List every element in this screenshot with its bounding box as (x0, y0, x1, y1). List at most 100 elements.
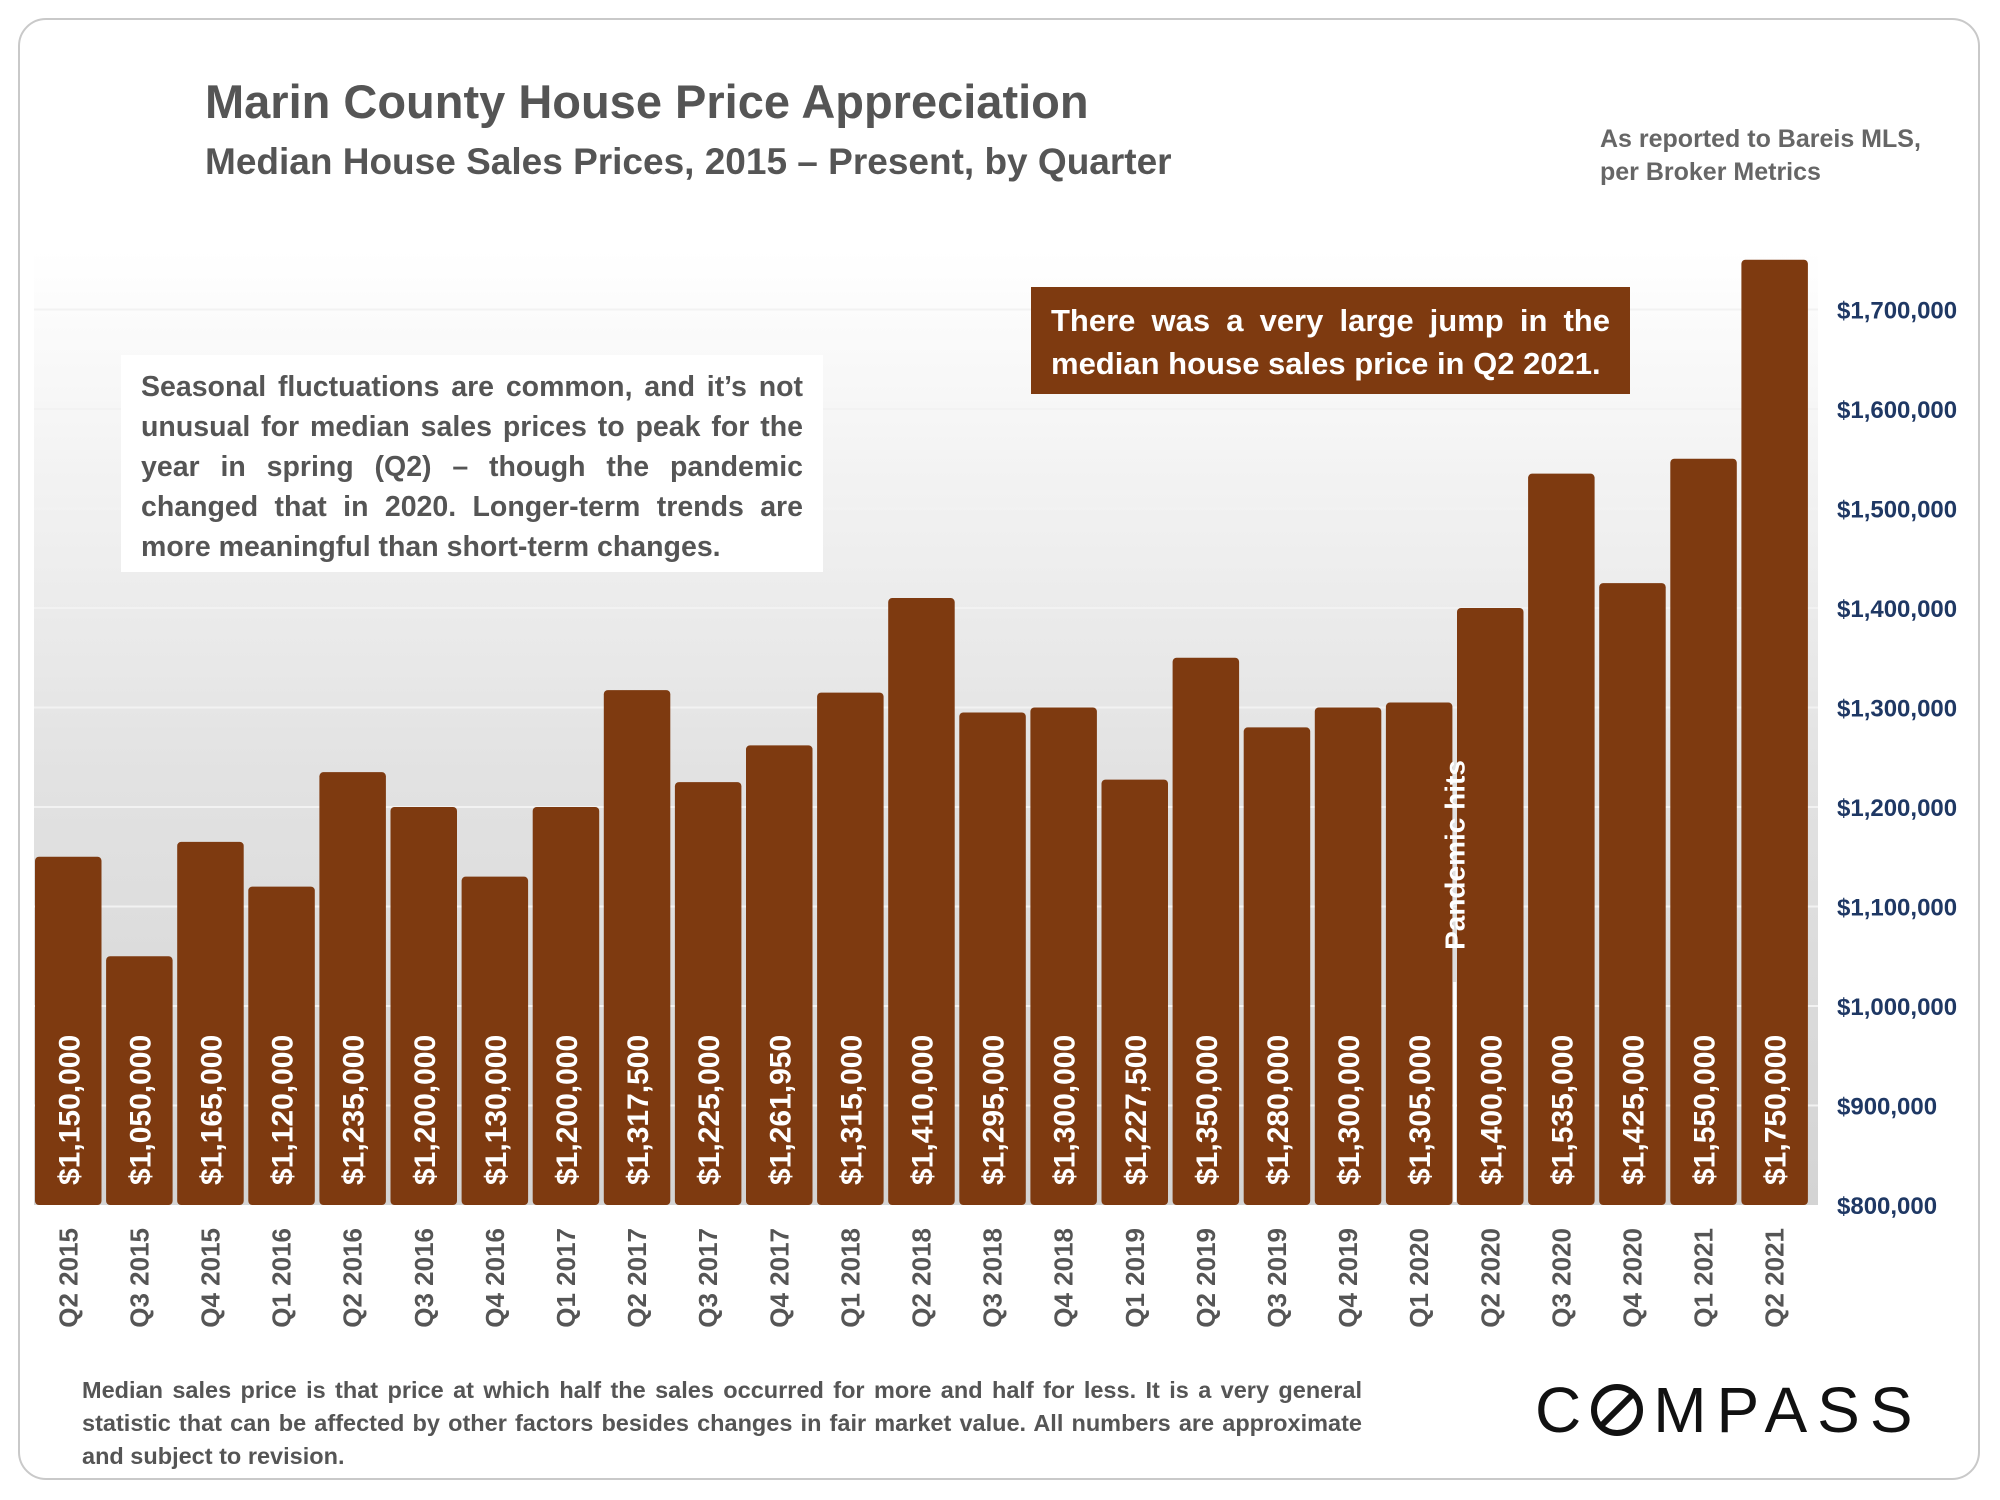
bar (1243, 727, 1311, 1205)
x-tick-label: Q4 2016 (480, 1228, 510, 1328)
bar (1030, 707, 1097, 1205)
bar (1385, 702, 1453, 1205)
bar-value-label: $1,750,000 (1760, 1035, 1793, 1185)
bar (1599, 583, 1666, 1205)
bar-value-labels: $1,150,000 $1,050,000 $1,165,000 $1,120,000… (53, 1035, 1792, 1185)
y-tick-label: $1,700,000 (1837, 298, 1957, 325)
bar (1457, 608, 1524, 1205)
x-tick-label: Q4 2019 (1333, 1228, 1363, 1328)
x-tick-label: Q3 2020 (1546, 1228, 1576, 1328)
source-note: As reported to Bareis MLS, per Broker Me… (1600, 125, 1921, 186)
bar (461, 876, 529, 1205)
bars (35, 259, 1808, 1205)
bar-value-label: $1,225,000 (693, 1035, 726, 1185)
bar (959, 712, 1026, 1205)
logo-compass-o-icon (1591, 1384, 1644, 1436)
chart-subtitle: Median House Sales Prices, 2015 – Presen… (205, 141, 1172, 182)
x-tick-label: Q4 2020 (1617, 1228, 1647, 1328)
x-tick-label: Q4 2017 (764, 1228, 794, 1328)
bar (177, 841, 244, 1205)
bar-value-label: $1,261,950 (764, 1035, 797, 1185)
y-tick-label: $1,300,000 (1837, 696, 1957, 723)
bar-value-label: $1,200,000 (409, 1035, 442, 1185)
chart-title: Marin County House Price Appreciation (205, 75, 1089, 128)
x-tick-label: Q1 2018 (835, 1228, 865, 1328)
x-tick-label: Q3 2019 (1262, 1228, 1292, 1328)
logo-letter-c: C (1535, 1374, 1592, 1446)
y-tick-label: $1,200,000 (1837, 795, 1957, 822)
bar-value-label: $1,150,000 (53, 1035, 86, 1185)
bar (532, 807, 600, 1205)
y-axis: $800,000 $900,000 $1,000,000 $1,100,000 $1,2… (1837, 298, 1957, 1221)
bar (248, 886, 315, 1205)
bar (1741, 259, 1808, 1205)
bar (1101, 779, 1168, 1205)
x-tick-label: Q4 2018 (1049, 1228, 1079, 1328)
x-tick-label: Q1 2020 (1404, 1228, 1434, 1328)
bar-value-label: $1,050,000 (124, 1035, 157, 1185)
x-tick-label: Q1 2019 (1120, 1228, 1150, 1328)
x-tick-label: Q3 2015 (124, 1228, 154, 1328)
bar-value-label: $1,165,000 (195, 1035, 228, 1185)
bar-value-label: $1,120,000 (267, 1035, 300, 1185)
y-tick-label: $900,000 (1837, 1094, 1937, 1121)
bar (390, 807, 457, 1205)
y-tick-label: $1,000,000 (1837, 994, 1957, 1021)
bar-value-label: $1,200,000 (551, 1035, 584, 1185)
bar-value-label: $1,425,000 (1617, 1035, 1650, 1185)
y-tick-label: $1,100,000 (1837, 895, 1957, 922)
y-tick-label: $1,400,000 (1837, 596, 1957, 623)
bar (319, 772, 386, 1205)
y-tick-label: $1,600,000 (1837, 397, 1957, 424)
bar-value-label: $1,130,000 (480, 1035, 513, 1185)
x-tick-label: Q2 2017 (622, 1228, 652, 1328)
y-tick-label: $1,500,000 (1837, 497, 1957, 524)
footnote: Median sales price is that price at whic… (82, 1377, 1362, 1469)
bar-value-label: $1,295,000 (978, 1035, 1011, 1185)
x-tick-label: Q2 2016 (338, 1228, 368, 1328)
bar (817, 692, 884, 1205)
bar (1314, 707, 1382, 1205)
bar-value-label: $1,550,000 (1689, 1035, 1722, 1185)
x-tick-label: Q2 2015 (53, 1228, 83, 1328)
q2-2021-callout: There was a very large jump in the media… (1031, 287, 1630, 394)
bar (1172, 657, 1240, 1205)
bar-value-label: $1,300,000 (1333, 1035, 1366, 1185)
pandemic-marker: Pandemic hits (1440, 760, 1471, 1202)
x-tick-label: Q3 2017 (693, 1228, 723, 1328)
bar-value-label: $1,400,000 (1475, 1035, 1508, 1185)
x-tick-label: Q2 2018 (906, 1228, 936, 1328)
bar-value-label: $1,235,000 (338, 1035, 371, 1185)
compass-logo: C MPASS (1535, 1375, 1923, 1445)
bar (1670, 458, 1737, 1205)
bar-value-label: $1,350,000 (1191, 1035, 1224, 1185)
bar (1528, 473, 1595, 1205)
x-tick-label: Q1 2021 (1689, 1228, 1719, 1328)
seasonal-note: Seasonal fluctuations are common, and it… (121, 355, 823, 572)
x-tick-label: Q2 2021 (1760, 1228, 1790, 1328)
x-tick-label: Q3 2016 (409, 1228, 439, 1328)
bar (674, 782, 742, 1205)
bar-value-label: $1,227,500 (1120, 1035, 1153, 1185)
bar-value-label: $1,305,000 (1404, 1035, 1437, 1185)
x-tick-label: Q3 2018 (978, 1228, 1008, 1328)
bar-value-label: $1,535,000 (1546, 1035, 1579, 1185)
x-tick-label: Q2 2019 (1191, 1228, 1221, 1328)
logo-letters: MPASS (1653, 1374, 1923, 1446)
x-tick-label: Q1 2016 (267, 1228, 297, 1328)
bar (603, 690, 671, 1205)
bar-value-label: $1,315,000 (835, 1035, 868, 1185)
bar (35, 856, 102, 1205)
bar-value-label: $1,317,500 (622, 1035, 655, 1185)
x-tick-label: Q4 2015 (195, 1228, 225, 1328)
bar (746, 745, 813, 1205)
y-tick-label: $800,000 (1837, 1193, 1937, 1220)
pandemic-label: Pandemic hits (1440, 760, 1471, 950)
bar (106, 956, 173, 1205)
x-tick-label: Q1 2017 (551, 1228, 581, 1328)
bar-value-label: $1,300,000 (1049, 1035, 1082, 1185)
bar-value-label: $1,280,000 (1262, 1035, 1295, 1185)
x-axis: Q2 2015 Q3 2015 Q4 2015 Q1 2016 Q2 2016 Q3 20… (53, 1228, 1789, 1328)
x-tick-label: Q2 2020 (1475, 1228, 1505, 1328)
